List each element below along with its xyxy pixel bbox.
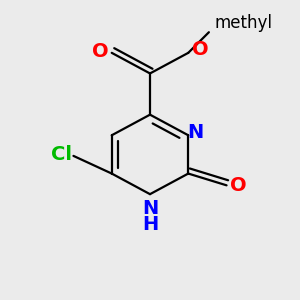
Text: N: N: [188, 123, 204, 142]
Text: N: N: [142, 199, 158, 218]
Text: O: O: [230, 176, 247, 195]
Text: methyl: methyl: [215, 14, 273, 32]
Text: O: O: [192, 40, 208, 59]
Text: H: H: [142, 215, 158, 234]
Text: O: O: [92, 42, 108, 61]
Text: Cl: Cl: [51, 145, 72, 164]
